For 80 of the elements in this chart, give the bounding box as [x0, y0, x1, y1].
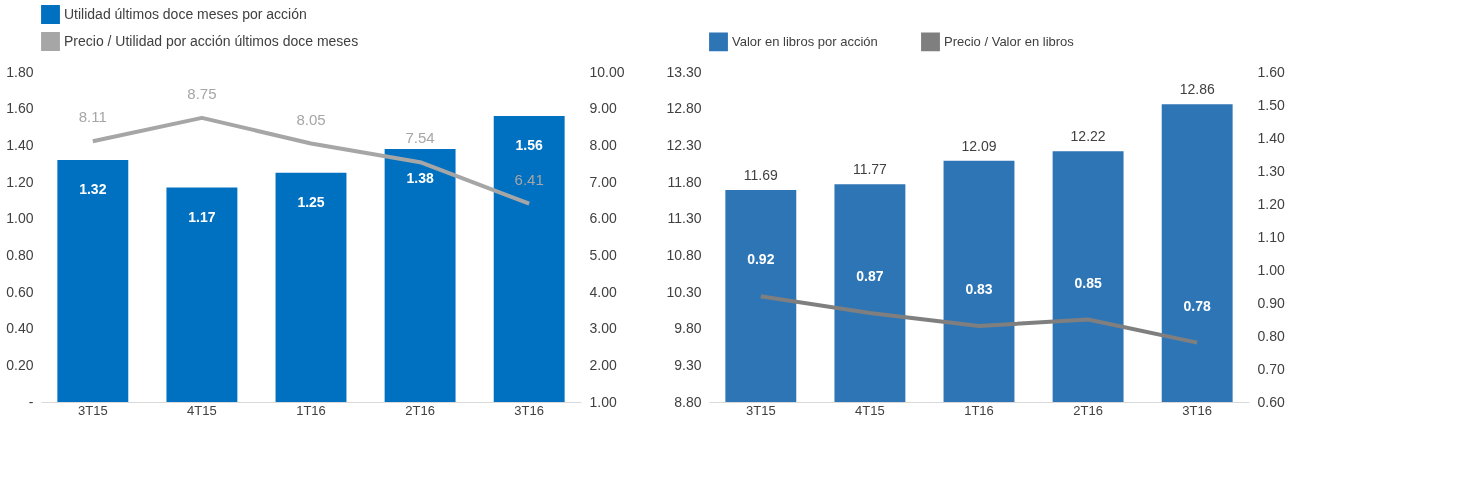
- y2-tick-label: 8.00: [589, 136, 617, 153]
- y-tick-label: 12.30: [666, 136, 702, 153]
- x-tick-label: 3T16: [514, 402, 544, 418]
- y2-tick-label: 1.40: [1257, 129, 1285, 146]
- y2-tick-label: 1.10: [1257, 228, 1285, 245]
- x-tick-label: 1T16: [296, 402, 326, 418]
- y2-tick-label: 1.30: [1257, 162, 1285, 179]
- data-label: 1.32: [79, 181, 107, 197]
- y-tick-label: 1.00: [6, 210, 34, 227]
- y2-tick-label: 2.00: [589, 356, 617, 373]
- x-tick-label: 1T16: [964, 402, 994, 418]
- y-tick-label: 0.40: [6, 320, 34, 337]
- y-tick-label: 8.80: [674, 393, 702, 410]
- data-label: 0.78: [1183, 297, 1212, 314]
- data-label: 1.56: [515, 137, 544, 153]
- y2-tick-label: 1.20: [1257, 195, 1285, 212]
- y-tick-label: 9.80: [674, 320, 702, 337]
- bar: [57, 160, 129, 402]
- y2-tick-label: 0.60: [1257, 393, 1285, 410]
- y-tick-label: 1.80: [6, 63, 34, 80]
- y-tick-label: 10.30: [666, 283, 702, 300]
- y-tick-label: -: [28, 393, 34, 410]
- data-label: 8.75: [187, 84, 217, 102]
- y2-tick-label: 5.00: [589, 246, 617, 263]
- y-tick-label: 1.60: [6, 100, 34, 117]
- data-label: 1.38: [406, 170, 434, 186]
- legend-label: Precio / Valor en libros: [944, 33, 1075, 49]
- y2-tick-label: 9.00: [589, 100, 617, 117]
- data-label: 0.87: [856, 267, 884, 284]
- data-label: 7.54: [405, 129, 435, 147]
- legend-label: Valor en libros por acción: [732, 33, 878, 49]
- y2-tick-label: 1.00: [1257, 261, 1285, 278]
- bar: [166, 187, 238, 402]
- y2-tick-label: 10.00: [589, 63, 625, 80]
- data-label: 1.17: [188, 208, 216, 225]
- y-tick-label: 0.20: [6, 356, 34, 373]
- bar: [493, 116, 565, 402]
- bar: [384, 149, 456, 402]
- y2-tick-label: 0.70: [1257, 360, 1285, 377]
- y-tick-label: 11.30: [667, 210, 702, 227]
- y2-tick-label: 4.00: [589, 283, 617, 300]
- data-label: 11.69: [743, 167, 779, 184]
- x-tick-label: 4T15: [187, 402, 217, 418]
- y2-tick-label: 1.50: [1257, 96, 1285, 113]
- y2-tick-label: 6.00: [589, 210, 617, 227]
- x-tick-label: 2T16: [1073, 402, 1103, 418]
- y2-tick-label: 7.00: [589, 173, 617, 190]
- data-label: 6.41: [514, 170, 544, 188]
- data-label: 12.22: [1070, 128, 1106, 145]
- x-tick-label: 4T15: [855, 402, 885, 418]
- legend-label: Utilidad últimos doce meses por acción: [64, 5, 307, 22]
- y-tick-label: 11.80: [667, 173, 702, 190]
- y2-tick-label: 3.00: [589, 320, 617, 337]
- y-tick-label: 0.80: [6, 246, 34, 263]
- data-label: 0.92: [747, 251, 775, 268]
- data-label: 0.83: [965, 281, 993, 298]
- y2-tick-label: 0.80: [1257, 327, 1285, 344]
- y-tick-label: 13.30: [666, 63, 702, 80]
- x-tick-label: 2T16: [405, 402, 435, 418]
- data-label: 11.77: [852, 161, 888, 178]
- data-label: 0.85: [1074, 274, 1102, 291]
- x-tick-label: 3T15: [78, 402, 108, 418]
- y-tick-label: 1.20: [6, 173, 34, 190]
- data-label: 12.86: [1179, 81, 1215, 98]
- bar: [275, 172, 347, 402]
- y-tick-label: 0.60: [6, 283, 34, 300]
- y-tick-label: 10.80: [666, 246, 702, 263]
- x-tick-label: 3T15: [746, 402, 776, 418]
- data-label: 8.11: [78, 108, 107, 126]
- x-tick-label: 3T16: [1182, 402, 1212, 418]
- y2-tick-label: 0.90: [1257, 294, 1285, 311]
- data-label: 12.09: [961, 137, 997, 154]
- data-label: 8.05: [296, 110, 326, 128]
- y2-tick-label: 1.00: [589, 393, 617, 410]
- y-tick-label: 12.80: [666, 100, 702, 117]
- legend-label: Precio / Utilidad por acción últimos doce meses: [64, 32, 359, 49]
- y-tick-label: 1.40: [6, 136, 34, 153]
- y2-tick-label: 1.60: [1257, 63, 1285, 80]
- data-label: 1.25: [297, 193, 325, 210]
- y-tick-label: 9.30: [674, 356, 702, 373]
